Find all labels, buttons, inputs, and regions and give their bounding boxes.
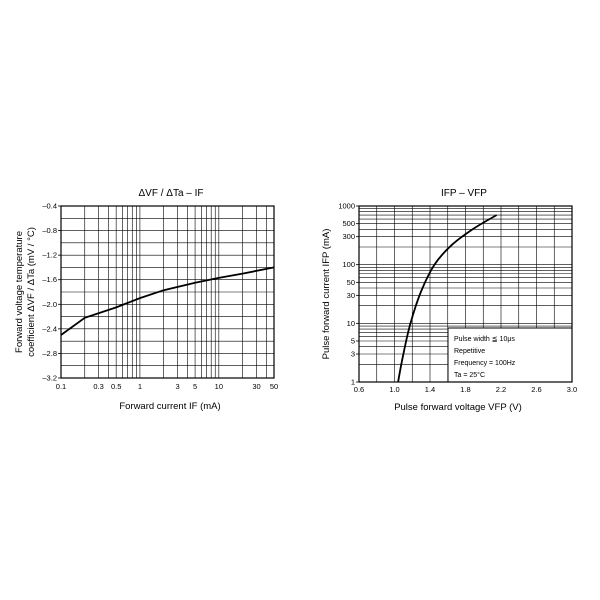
series-line	[397, 214, 498, 383]
y-tick-label: –2.8	[42, 349, 57, 358]
chart-title: IFP – VFP	[441, 188, 487, 199]
x-axis-label: Forward current IF (mA)	[119, 401, 220, 412]
y-tick-label: 1000	[338, 202, 355, 211]
x-tick-labels: 0.1 0.3 0.5 1 3 5 10 30 50	[56, 382, 278, 391]
plot-frame	[358, 205, 573, 383]
y-axis-label: Pulse forward current IFP (mA)	[321, 229, 332, 360]
y-tick-label: –1.6	[42, 275, 57, 284]
y-tick-label: 3	[351, 350, 355, 359]
y-tick-label: 5	[351, 336, 355, 345]
y-tick-label: –0.4	[42, 202, 57, 211]
annotation-text: Ta = 25°C	[454, 371, 485, 379]
y-tick-label: –3.2	[42, 374, 57, 383]
plot-frame	[60, 205, 275, 379]
x-tick-label: 1.4	[425, 385, 435, 394]
annotation-text: Frequency = 100Hz	[454, 360, 516, 367]
y-axis-label-line1: Forward voltage temperature	[14, 231, 25, 353]
y-tick-label: –0.8	[42, 226, 57, 235]
grid-lines	[60, 205, 275, 379]
y-tick-label: 300	[342, 232, 355, 241]
x-tick-label: 5	[193, 382, 197, 391]
x-tick-label: 3.0	[567, 385, 577, 394]
x-tick-label: 0.1	[56, 382, 66, 391]
x-tick-label: 0.5	[111, 382, 121, 391]
x-tick-label: 1.0	[389, 385, 399, 394]
y-tick-label: –1.2	[42, 251, 57, 260]
y-tick-label: 100	[342, 260, 355, 269]
x-tick-label: 30	[252, 382, 260, 391]
x-tick-label: 0.6	[354, 385, 364, 394]
annotation-text: Pulse width ≦ 10μs	[454, 336, 515, 343]
y-tick-labels: –3.2 –2.8 –2.4 –2.0 –1.6 –1.2 –0.8 –0.4	[42, 202, 61, 383]
x-tick-labels: 0.6 1.0 1.4 1.8 2.2 2.6 3.0	[354, 385, 577, 394]
x-tick-label: 2.6	[531, 385, 541, 394]
x-tick-label: 2.2	[496, 385, 506, 394]
x-tick-label: 3	[175, 382, 179, 391]
y-tick-label: 30	[347, 291, 355, 300]
y-tick-labels: 1 3 5 10 30 50 100 300 500 1000	[338, 202, 359, 387]
series-line	[60, 266, 275, 336]
annotation-text: Repetitive	[454, 348, 485, 355]
y-tick-label: 500	[342, 219, 355, 228]
x-axis-label: Pulse forward voltage VFP (V)	[394, 402, 522, 413]
annotation-list: Pulse width ≦ 10μs Repetitive Frequency = …	[454, 336, 516, 379]
x-tick-label: 50	[270, 382, 278, 391]
x-tick-label: 1.8	[460, 385, 470, 394]
y-axis-label-line2: coefficient ΔVF / ΔTa (mV / °C)	[26, 227, 37, 357]
y-tick-label: 10	[347, 319, 355, 328]
chart-vf-temp-coefficient: ΔVF / ΔTa – IF 0.1 0.3 0.5 1 3 5 10 30 50 –3.2 –2…	[14, 188, 278, 412]
y-tick-label: 1	[351, 378, 355, 387]
y-tick-label: –2.4	[42, 324, 57, 333]
y-tick-label: –2.0	[42, 300, 57, 309]
x-tick-label: 10	[215, 382, 223, 391]
x-tick-label: 0.3	[93, 382, 103, 391]
x-tick-label: 1	[138, 382, 142, 391]
chart-title: ΔVF / ΔTa – IF	[138, 188, 203, 199]
chart-pulse-forward: IFP – VFP 0.6 1.0 1.4 1.8 2.2 2.6 3.0 1 3 5 10 30 5…	[321, 188, 577, 413]
y-tick-label: 50	[347, 278, 355, 287]
